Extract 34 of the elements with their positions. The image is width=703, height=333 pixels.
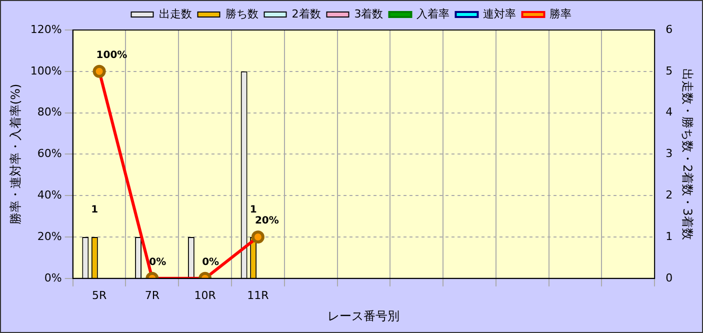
data-label: 0%	[202, 256, 220, 268]
y2-tick-label: 3	[666, 147, 673, 160]
data-label: 0%	[149, 256, 166, 268]
data-label: 1	[91, 204, 98, 216]
y2-tick-label: 4	[666, 106, 673, 119]
legend-label: 勝率	[550, 7, 572, 20]
y-axis-title: 勝率・連対率・入着率(%)	[8, 84, 22, 225]
legend-label: 出走数	[158, 7, 192, 20]
x-tick-label: 5R	[92, 288, 107, 302]
y-tick-label: 0%	[44, 271, 62, 284]
data-label: 100%	[96, 50, 128, 61]
x-tick-label: 11R	[247, 288, 270, 302]
legend-label: 勝ち数	[225, 7, 258, 20]
data-label: 1	[250, 204, 257, 216]
y-tick-label: 60%	[37, 147, 62, 160]
x-axis-title: レース番号別	[328, 308, 400, 323]
legend-label: 2着数	[292, 7, 321, 20]
x-tick-label: 7R	[144, 288, 160, 302]
y2-tick-label: 5	[666, 64, 673, 78]
y-tick-label: 120%	[30, 22, 62, 36]
y-tick-label: 40%	[37, 188, 62, 202]
y-tick-label: 80%	[37, 106, 62, 119]
y2-tick-label: 2	[666, 188, 673, 202]
x-tick-label: 10R	[194, 288, 216, 302]
y2-axis-title: 出走数・勝ち数・2着数・3着数	[680, 68, 695, 240]
y2-tick-label: 0	[666, 271, 673, 284]
legend-label: 3着数	[354, 7, 384, 20]
legend-label: 連対率	[483, 7, 516, 20]
y-tick-label: 20%	[37, 230, 62, 243]
y2-tick-label: 1	[666, 230, 673, 243]
data-label: 20%	[254, 216, 279, 227]
legend-label: 入着率	[416, 7, 450, 20]
y2-tick-label: 6	[666, 22, 673, 36]
y-tick-label: 100%	[30, 64, 62, 78]
